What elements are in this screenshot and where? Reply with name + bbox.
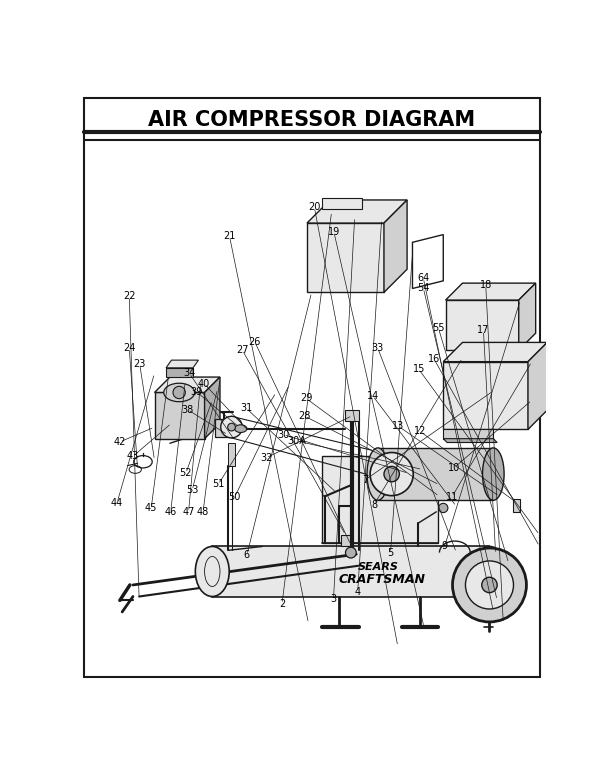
Ellipse shape [452, 548, 527, 622]
Text: 6: 6 [244, 550, 250, 560]
Text: 46: 46 [165, 507, 177, 517]
Ellipse shape [227, 423, 235, 431]
Text: 34: 34 [183, 369, 196, 379]
Text: 15: 15 [413, 364, 425, 374]
Text: 31: 31 [240, 403, 252, 413]
Ellipse shape [173, 386, 185, 399]
Text: 45: 45 [145, 503, 157, 513]
Text: 42: 42 [114, 437, 126, 447]
Polygon shape [212, 547, 489, 597]
Text: 16: 16 [427, 353, 440, 363]
Polygon shape [154, 392, 204, 439]
Polygon shape [215, 419, 233, 437]
Text: 17: 17 [477, 326, 489, 336]
Text: 32: 32 [260, 453, 272, 463]
Text: 30A: 30A [287, 436, 306, 446]
Text: 20: 20 [308, 202, 320, 212]
Text: 48: 48 [197, 507, 209, 517]
Text: 38: 38 [181, 405, 194, 415]
Ellipse shape [384, 466, 399, 482]
Polygon shape [443, 362, 528, 429]
Text: 23: 23 [134, 359, 146, 369]
Text: 51: 51 [212, 479, 224, 489]
Text: 53: 53 [186, 485, 198, 495]
Text: 13: 13 [392, 421, 404, 431]
Polygon shape [166, 368, 193, 377]
Ellipse shape [483, 448, 504, 500]
Text: 64: 64 [417, 273, 429, 283]
Ellipse shape [164, 383, 195, 402]
Text: 50: 50 [229, 492, 241, 502]
Text: 43: 43 [127, 452, 139, 462]
Polygon shape [307, 223, 384, 293]
Text: 22: 22 [123, 291, 136, 301]
Text: 28: 28 [298, 411, 311, 421]
Text: 2: 2 [279, 599, 285, 609]
Polygon shape [166, 360, 198, 368]
Text: 39: 39 [190, 387, 203, 397]
Polygon shape [384, 200, 407, 293]
Text: 30: 30 [277, 429, 289, 439]
Text: 18: 18 [480, 280, 492, 290]
Text: 40: 40 [198, 379, 210, 389]
Text: 3: 3 [330, 594, 337, 604]
Polygon shape [446, 300, 519, 350]
Ellipse shape [345, 548, 356, 558]
Text: 8: 8 [371, 500, 377, 510]
Polygon shape [446, 283, 536, 300]
Polygon shape [443, 343, 547, 362]
Ellipse shape [367, 448, 389, 500]
Ellipse shape [438, 503, 448, 512]
Bar [345, 410, 359, 421]
Text: 33: 33 [371, 343, 384, 353]
Polygon shape [307, 200, 407, 223]
Text: 5: 5 [387, 548, 393, 558]
Bar [229, 442, 235, 465]
Text: 10: 10 [447, 463, 460, 473]
Polygon shape [154, 377, 220, 392]
Text: 54: 54 [417, 283, 429, 293]
Text: 47: 47 [182, 507, 195, 517]
Text: 44: 44 [111, 498, 123, 508]
Text: 14: 14 [367, 391, 379, 401]
Polygon shape [443, 429, 493, 439]
Text: 19: 19 [328, 227, 340, 237]
Ellipse shape [472, 547, 506, 597]
Ellipse shape [466, 561, 514, 609]
Text: CRAFTSMAN: CRAFTSMAN [338, 573, 425, 586]
Polygon shape [322, 198, 362, 209]
Ellipse shape [482, 578, 497, 593]
Polygon shape [443, 439, 497, 442]
Text: 26: 26 [249, 336, 261, 346]
Text: 52: 52 [179, 468, 192, 478]
Polygon shape [519, 283, 536, 350]
Text: 24: 24 [123, 343, 136, 353]
Text: 7: 7 [362, 475, 368, 485]
Polygon shape [378, 448, 493, 500]
Text: 29: 29 [300, 393, 313, 403]
Text: 11: 11 [446, 492, 458, 502]
Ellipse shape [195, 547, 229, 597]
Polygon shape [322, 455, 438, 544]
Polygon shape [513, 498, 520, 511]
Text: 12: 12 [414, 426, 426, 436]
Text: AIR COMPRESSOR DIAGRAM: AIR COMPRESSOR DIAGRAM [148, 110, 475, 130]
Bar [341, 535, 350, 546]
Ellipse shape [370, 452, 413, 495]
Polygon shape [204, 377, 220, 439]
Polygon shape [528, 343, 547, 429]
Text: 4: 4 [354, 588, 361, 598]
Polygon shape [412, 234, 443, 289]
Text: 27: 27 [236, 345, 249, 355]
Ellipse shape [235, 425, 247, 432]
Text: 9: 9 [441, 541, 447, 551]
Text: 21: 21 [223, 231, 236, 241]
Text: SEARS: SEARS [358, 562, 398, 572]
Text: 55: 55 [432, 323, 444, 333]
Ellipse shape [221, 416, 243, 438]
